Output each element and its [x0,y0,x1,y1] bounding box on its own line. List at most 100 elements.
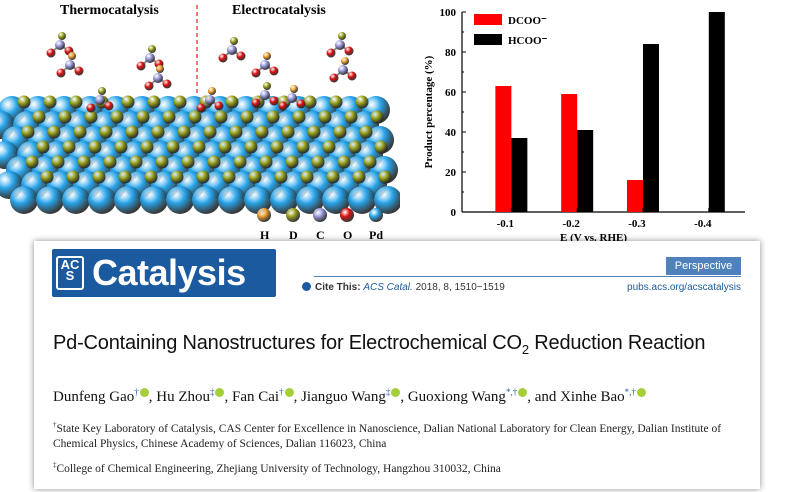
y-tick-label: 0 [451,207,457,219]
formate-molecule [326,32,354,58]
pd-atom [36,186,64,214]
d-atom [129,155,143,169]
d-atom [274,170,288,184]
electrocatalysis-title: Electrocatalysis [232,3,326,18]
d-atom [259,155,273,169]
author-name[interactable]: Jianguo Wang [301,389,386,405]
formate-molecule [329,57,357,83]
legend-sphere-d [286,208,300,222]
pd-atom [218,186,246,214]
d-atom [344,110,358,124]
affiliation-2: ‡College of Chemical Engineering, Zhejia… [53,461,501,475]
bar-dcoo-1 [561,94,578,212]
d-atom [352,170,366,184]
acs-logo-mark: AC S [56,256,84,290]
d-atom [144,170,158,184]
formate-molecule [251,52,279,78]
formate-molecule [56,52,84,78]
pd-atom [270,186,298,214]
legend-sphere-c [313,208,327,222]
d-atom [300,170,314,184]
d-atom [296,140,310,154]
d-atom [233,155,247,169]
orcid-icon[interactable] [391,388,401,397]
paper-header-card: AC S Catalysis Perspective Cite This: ACS… [34,241,760,489]
bar-dcoo-0 [495,86,512,212]
legend-label-d: D [289,228,298,242]
pd-atom [322,186,350,214]
author-affiliation-mark: *,† [505,387,518,397]
affiliation-1: †State Key Laboratory of Catalysis, CAS … [53,421,722,450]
d-atom [25,155,39,169]
journal-url-link[interactable]: pubs.acs.org/acscatalysis [627,282,741,293]
d-atom [43,95,57,109]
d-atom [47,125,61,139]
legend-label-1: HCOO⁻ [508,35,548,47]
legend-label-h: H [260,228,270,242]
orcid-icon[interactable] [284,388,294,397]
author-name[interactable]: and Xinhe Bao [534,389,625,405]
cite-journal[interactable]: ACS Catal. [363,282,413,293]
bar-hcoo-0 [511,138,528,212]
author-name[interactable]: Dunfeng Gao [53,389,135,405]
formate-molecule [86,87,114,113]
x-tick-label: -0.2 [562,218,580,230]
d-atom [66,170,80,184]
pd-atom [192,186,220,214]
d-atom [166,140,180,154]
pd-atom [374,186,400,214]
x-tick-label: -0.4 [694,218,712,230]
journal-name: Catalysis [92,252,246,293]
d-atom [355,95,369,109]
d-atom [218,140,232,154]
y-tick-label: 80 [445,47,457,59]
d-atom [62,140,76,154]
orcid-icon[interactable] [215,388,225,397]
citation-line[interactable]: Cite This: ACS Catal. 2018, 8, 1510−1519 [302,282,505,293]
pd-atom [114,186,142,214]
formate-molecule [144,65,172,91]
d-atom [77,155,91,169]
author-name[interactable]: Guoxiong Wang [407,389,506,405]
pd-atom [244,186,272,214]
orcid-icon[interactable] [139,388,149,397]
formate-molecule [46,32,74,58]
thermocatalysis-title: Thermocatalysis [60,3,159,18]
d-atom [348,140,362,154]
d-atom [151,125,165,139]
d-atom [58,110,72,124]
d-atom [244,140,258,154]
d-atom [170,170,184,184]
d-atom [370,110,384,124]
d-atom [125,125,139,139]
acs-catalysis-logo: AC S Catalysis [52,249,276,297]
legend-label-0: DCOO⁻ [508,15,547,27]
author-affiliation-mark: ‡ [209,387,215,397]
orcid-icon[interactable] [636,388,646,397]
author-affiliation-mark: † [279,387,284,397]
catalysis-schematic: Thermocatalysis Electrocatalysis H D C O Pd [0,0,400,245]
d-atom [326,170,340,184]
d-atom [248,170,262,184]
legend-label-c: C [316,228,325,242]
pd-atom [348,186,376,214]
d-atom [292,110,306,124]
legend-swatch-0 [474,14,502,25]
y-tick-label: 100 [440,7,457,19]
d-atom [266,110,280,124]
legend-label-pd: Pd [369,228,384,242]
d-atom [270,140,284,154]
formate-molecule [251,82,279,108]
pd-atom [140,186,168,214]
d-atom [51,155,65,169]
orcid-icon[interactable] [518,388,528,397]
d-atom [114,140,128,154]
d-atom [73,125,87,139]
d-atom [162,110,176,124]
d-atom [192,140,206,154]
author-name[interactable]: Fan Cai [231,389,280,405]
pd-atom [10,186,38,214]
d-atom [118,170,132,184]
author-name[interactable]: Hu Zhou [156,389,210,405]
d-atom [333,125,347,139]
